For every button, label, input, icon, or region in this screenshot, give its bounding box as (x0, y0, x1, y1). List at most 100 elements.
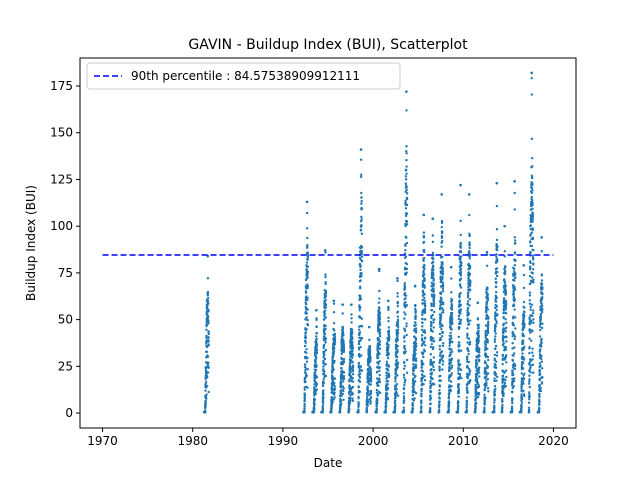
data-point (531, 354, 535, 357)
data-point (438, 385, 442, 388)
data-point (342, 389, 345, 393)
data-point (422, 259, 425, 262)
data-point (523, 310, 526, 314)
data-point (378, 378, 381, 381)
data-point (350, 313, 353, 316)
data-point (314, 368, 318, 372)
data-point (502, 387, 505, 391)
data-point (341, 392, 344, 396)
data-point (387, 305, 390, 309)
data-point (405, 188, 408, 192)
data-point (358, 376, 362, 379)
data-point (530, 198, 534, 202)
data-point (465, 403, 469, 406)
data-point (528, 380, 531, 383)
data-point (351, 344, 354, 347)
data-point (521, 342, 525, 346)
data-point (460, 261, 463, 265)
data-point (447, 395, 451, 399)
data-point (429, 402, 432, 405)
data-point (377, 301, 381, 304)
data-point (529, 233, 532, 236)
data-point (341, 303, 344, 306)
data-point (530, 280, 533, 284)
data-point (359, 158, 363, 161)
data-point (432, 326, 435, 329)
data-point (357, 361, 361, 365)
data-point (503, 250, 507, 253)
data-point (540, 337, 543, 341)
data-point (378, 352, 381, 356)
data-point (485, 313, 489, 316)
data-point (404, 249, 407, 252)
data-point (314, 358, 317, 361)
data-point (206, 355, 210, 358)
data-point (469, 379, 472, 382)
data-point (306, 323, 310, 327)
data-point (315, 345, 318, 348)
data-point (360, 224, 363, 228)
data-point (514, 259, 517, 262)
data-point (504, 378, 507, 382)
data-point (414, 337, 418, 340)
data-point (430, 339, 433, 342)
data-point (420, 409, 423, 412)
data-point (396, 331, 400, 334)
data-point (474, 401, 478, 405)
data-point (369, 400, 372, 403)
data-point (304, 303, 308, 306)
data-point (456, 410, 460, 413)
data-point (514, 276, 517, 279)
data-point (332, 350, 336, 353)
data-point (531, 203, 534, 207)
data-point (403, 282, 407, 285)
data-point (358, 333, 361, 337)
data-point (207, 343, 210, 346)
data-point (306, 253, 310, 256)
data-point (529, 305, 532, 309)
data-point (411, 404, 414, 407)
data-point (350, 328, 354, 332)
data-point (315, 388, 318, 391)
data-point (304, 363, 307, 366)
data-point (358, 328, 361, 331)
data-point (387, 345, 390, 349)
data-point (378, 374, 381, 377)
data-point (513, 288, 517, 291)
data-point (432, 337, 435, 340)
data-point (513, 236, 516, 239)
data-point (459, 312, 462, 315)
data-point (429, 353, 432, 356)
data-point (367, 390, 370, 393)
data-point (351, 392, 355, 396)
data-point (315, 318, 318, 322)
data-point (430, 304, 433, 308)
data-point (351, 361, 354, 364)
data-point (305, 374, 308, 377)
data-point (511, 401, 514, 405)
data-point (432, 361, 436, 364)
data-point (522, 358, 526, 361)
data-point (429, 408, 432, 411)
data-point (495, 296, 498, 299)
data-point (429, 380, 432, 383)
data-point (385, 404, 388, 407)
data-point (422, 236, 426, 239)
data-point (522, 377, 526, 381)
data-point (333, 335, 337, 339)
data-point (206, 277, 210, 280)
data-point (438, 391, 442, 395)
data-point (204, 410, 207, 413)
data-point (360, 173, 363, 176)
data-point (422, 248, 426, 252)
data-point (530, 191, 534, 195)
data-point (357, 402, 360, 406)
data-point (421, 351, 425, 355)
data-point (306, 258, 309, 261)
data-point (358, 390, 361, 394)
data-point (477, 336, 480, 339)
data-point (432, 265, 435, 269)
data-point (457, 404, 460, 407)
data-point (504, 330, 507, 333)
data-point (421, 325, 424, 328)
